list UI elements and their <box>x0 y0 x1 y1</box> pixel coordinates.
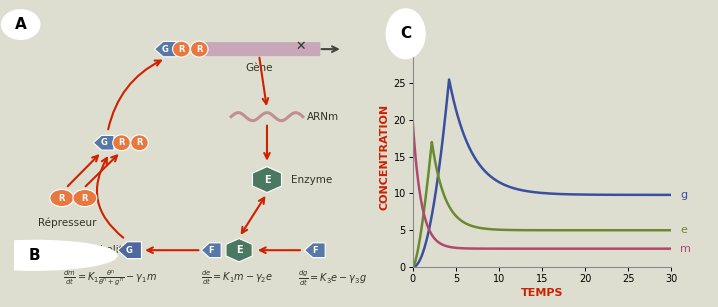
Circle shape <box>1 10 40 39</box>
Text: R: R <box>178 45 185 54</box>
Text: Répresseur: Répresseur <box>39 218 97 228</box>
Ellipse shape <box>190 41 208 57</box>
Ellipse shape <box>172 41 190 57</box>
Text: ✕: ✕ <box>296 40 306 53</box>
Polygon shape <box>154 41 177 57</box>
Text: G: G <box>126 246 133 255</box>
Text: R: R <box>58 193 65 203</box>
Text: m: m <box>680 244 691 254</box>
Text: g: g <box>680 190 687 200</box>
Text: Enzyme: Enzyme <box>291 175 332 185</box>
Text: C: C <box>400 26 411 41</box>
Polygon shape <box>93 135 114 150</box>
Ellipse shape <box>73 189 97 207</box>
Text: F: F <box>208 246 214 255</box>
Polygon shape <box>226 239 252 262</box>
Circle shape <box>386 9 425 59</box>
Text: Gène: Gène <box>246 63 273 73</box>
Text: A: A <box>15 17 27 32</box>
Text: e: e <box>680 225 687 235</box>
Circle shape <box>0 240 117 270</box>
Text: $\frac{de}{dt} = K_1 m - \gamma_2 e$: $\frac{de}{dt} = K_1 m - \gamma_2 e$ <box>201 269 274 287</box>
Text: G: G <box>101 138 107 147</box>
Polygon shape <box>201 243 221 258</box>
Ellipse shape <box>131 135 148 151</box>
Text: $\frac{dm}{dt} = K_1\frac{\theta^n}{\theta^n + g^n} - \gamma_1 m$: $\frac{dm}{dt} = K_1\frac{\theta^n}{\the… <box>63 269 157 288</box>
Y-axis label: CONCENTRATION: CONCENTRATION <box>379 103 389 210</box>
Text: G: G <box>162 45 169 54</box>
Text: Métabolite: Métabolite <box>74 245 129 255</box>
Ellipse shape <box>50 189 74 207</box>
Ellipse shape <box>113 135 130 151</box>
Text: F: F <box>312 246 317 255</box>
Text: R: R <box>196 45 202 54</box>
Text: $\frac{dg}{dt} = K_3 e - \gamma_3 g$: $\frac{dg}{dt} = K_3 e - \gamma_3 g$ <box>298 268 367 288</box>
Text: R: R <box>82 193 88 203</box>
Text: B: B <box>29 248 41 263</box>
Text: R: R <box>118 138 125 147</box>
Polygon shape <box>118 242 141 258</box>
FancyBboxPatch shape <box>197 42 320 56</box>
Polygon shape <box>304 243 325 258</box>
Text: E: E <box>236 245 243 255</box>
Polygon shape <box>253 167 281 192</box>
Text: E: E <box>264 175 270 185</box>
Text: R: R <box>136 138 143 147</box>
Text: ARNm: ARNm <box>307 112 339 122</box>
X-axis label: TEMPS: TEMPS <box>521 288 564 298</box>
